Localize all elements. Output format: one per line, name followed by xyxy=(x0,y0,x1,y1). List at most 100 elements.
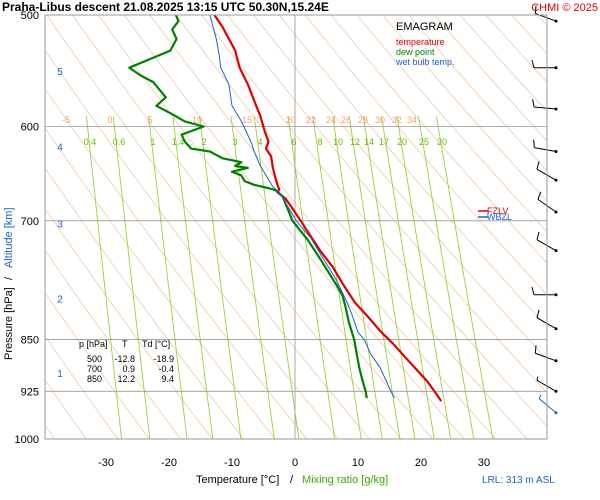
table-cell: -18.9 xyxy=(153,354,174,364)
wind-barb xyxy=(531,286,558,297)
table-cell: 0.9 xyxy=(122,364,135,374)
dry-adiabat-line xyxy=(252,15,547,361)
table-cell: 700 xyxy=(87,364,102,374)
y-axis-label: Pressure [hPa] / Altitude [km] xyxy=(3,207,15,360)
x-tick-label: -20 xyxy=(161,457,177,469)
mixing-ratio-label: 4 xyxy=(257,137,262,147)
wind-barb-flag xyxy=(536,309,540,318)
wind-barb xyxy=(536,309,558,331)
dry-adiabat-line xyxy=(330,15,547,264)
x-label-temperature: Temperature [°C] xyxy=(196,474,279,486)
y-label-pressure: Pressure [hPa] xyxy=(3,287,15,360)
wind-barb xyxy=(532,99,558,111)
wind-barb-flag xyxy=(531,59,535,68)
table-cell: 850 xyxy=(87,374,102,384)
mixing-ratio-label: 17 xyxy=(379,137,389,147)
dry-adiabat-line xyxy=(304,15,547,296)
wind-barb-dot xyxy=(554,19,558,23)
dry-adiabat-line xyxy=(97,15,433,439)
dry-adiabat-line xyxy=(45,49,339,439)
wind-barb-dot xyxy=(554,66,558,70)
wind-barb xyxy=(536,376,558,393)
dry-adiabat-line xyxy=(149,15,496,439)
x-tick-label: -30 xyxy=(98,457,114,469)
dry-adiabat-line xyxy=(45,379,87,439)
table-cell: -0.4 xyxy=(158,364,174,374)
mixing-ratio-label: 3 xyxy=(232,137,237,147)
y-tick-label: 850 xyxy=(21,335,39,347)
dry-adiabat-line xyxy=(459,15,547,112)
mixing-ratio-line xyxy=(86,116,123,439)
legend: EMAGRAM temperature dew point wet bulb t… xyxy=(395,21,455,67)
wind-barb-flag xyxy=(536,231,540,240)
altitude-tick-label: 5 xyxy=(57,67,63,78)
wind-barb-dot xyxy=(554,178,558,182)
wind-barb-dot xyxy=(554,389,558,393)
wind-barb-flag xyxy=(537,191,542,200)
wind-barb-dot xyxy=(554,327,558,331)
dry-adiabat-label: 28 xyxy=(358,115,368,125)
mixing-ratio-line xyxy=(253,116,300,439)
dry-adiabat-line xyxy=(46,15,371,439)
x-tick-label: 20 xyxy=(415,457,427,469)
mixing-ratio-label: 1 xyxy=(150,137,155,147)
lrl-text: LRL: 313 m ASL xyxy=(482,475,555,486)
table-cell: 500 xyxy=(87,354,102,364)
wind-barb-staff xyxy=(536,317,557,330)
dry-adiabat-line xyxy=(45,249,182,439)
mixing-ratio-label: 0.4 xyxy=(84,137,97,147)
table-header-t: T xyxy=(122,339,128,349)
legend-dew-point: dew point xyxy=(396,47,435,57)
fzl-label: FZLV xyxy=(487,206,508,216)
legend-temperature: temperature xyxy=(396,37,445,47)
mixing-ratio-label: 30 xyxy=(437,137,447,147)
mixing-ratio-label: 12 xyxy=(350,137,360,147)
level-markers: FZLV WBZL xyxy=(478,206,512,222)
mixing-ratio-line xyxy=(332,116,383,439)
y-label-altitude: Altitude [km] xyxy=(3,207,15,268)
mixing-ratio-line xyxy=(112,116,151,439)
mixing-ratio-label: 14 xyxy=(364,137,374,147)
mixing-ratio-line xyxy=(435,116,494,439)
wind-barbs xyxy=(531,5,558,415)
mixing-ratio-label: 10 xyxy=(333,137,343,147)
wind-barb-flag xyxy=(534,345,537,354)
y-tick-label: 500 xyxy=(21,10,39,22)
wind-barb-flag xyxy=(534,5,537,14)
dry-adiabat-line xyxy=(382,15,547,202)
mixing-ratio-line xyxy=(381,116,435,439)
wind-barb-dot xyxy=(554,149,558,153)
mixing-ratio-label: 25 xyxy=(419,137,429,147)
dry-adiabat-label: 22 xyxy=(306,115,316,125)
mixing-ratio-line xyxy=(230,116,275,439)
dry-adiabat-label: 26 xyxy=(341,115,351,125)
table-header-p: p [hPa] xyxy=(79,339,108,349)
dry-adiabat-line xyxy=(407,15,547,172)
wind-barb-flag xyxy=(532,99,535,108)
x-label-mixing-ratio: Mixing ratio [g/kg] xyxy=(302,474,388,486)
wind-barb-staff xyxy=(538,398,557,414)
wind-barb-flag xyxy=(531,286,535,295)
dry-adiabat-label: 0 xyxy=(107,115,112,125)
wind-barb xyxy=(536,231,558,253)
dry-adiabat-line xyxy=(433,15,547,142)
dry-adiabat-line xyxy=(45,167,245,439)
wbzl-label: WBZL xyxy=(487,212,512,222)
wind-barb-flag xyxy=(533,139,535,148)
chart-title: Praha-Libus descent 21.08.2025 13:15 UTC… xyxy=(2,0,329,14)
x-tick-label: 0 xyxy=(292,457,298,469)
sounding-series xyxy=(128,14,443,402)
wind-barb-staff xyxy=(535,352,557,362)
mixing-ratio-lines xyxy=(86,116,494,439)
altitude-tick-label: 3 xyxy=(57,219,63,230)
altitude-tick-label: 4 xyxy=(57,143,63,154)
mixing-ratio-label: 2 xyxy=(201,137,206,147)
mixing-ratio-line xyxy=(148,116,188,439)
mixing-ratio-label: 6 xyxy=(291,137,296,147)
table-cell: 12.2 xyxy=(117,374,135,384)
series-line-dew-point xyxy=(128,14,368,399)
dry-adiabat-label: 34 xyxy=(407,115,417,125)
series-line-wet-bulb-temp xyxy=(209,14,395,399)
dry-adiabat-label: 15 xyxy=(242,115,252,125)
wind-barb xyxy=(538,394,558,415)
